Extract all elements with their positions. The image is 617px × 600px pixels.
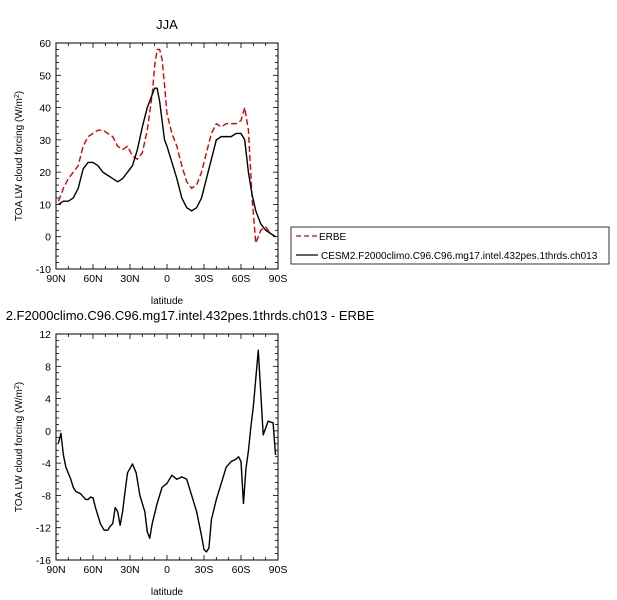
x-tick-label: 90N — [46, 273, 65, 285]
chart-panel-bottom: 2.F2000climo.C96.C96.mg17.intel.432pes.1… — [6, 308, 375, 598]
chart-title-bottom: 2.F2000climo.C96.C96.mg17.intel.432pes.1… — [6, 308, 375, 323]
x-tick-label: 0 — [164, 564, 170, 576]
chart-panel-top: JJA 90N 60N 30N 0 30S 60S 90S-100102030405060 … — [14, 17, 610, 307]
x-axis-title-top: latitude — [151, 296, 184, 307]
series-layer-bottom — [57, 349, 277, 553]
y-tick-label: 50 — [39, 70, 51, 82]
y-axis-title-top-sup: 2 — [14, 94, 21, 98]
plot-frame-bottom — [55, 333, 279, 561]
legend-label-erbe: ERBE — [319, 232, 347, 243]
y-axis-title-top-tail: ) — [14, 91, 25, 94]
y-tick-label: -4 — [42, 458, 51, 470]
x-tick-label: 60S — [232, 273, 251, 285]
x-axis-title-bottom: latitude — [151, 587, 184, 598]
x-tick-label: 60N — [83, 273, 102, 285]
axes-top: 90N 60N 30N 0 30S 60S 90S -10 0 10 20 30 40 50 60 — [36, 38, 288, 285]
y-tick-label: -12 — [36, 523, 51, 535]
x-tick-label: 90N — [46, 564, 65, 576]
y-axis-title-top-main: TOA LW cloud forcing (W/m — [14, 98, 25, 221]
y-tick-label: 8 — [45, 361, 51, 373]
y-axis-title-bottom-tail: ) — [14, 382, 25, 385]
y-tick-label: 40 — [39, 103, 51, 115]
legend-box — [290, 226, 610, 265]
legend-label-cesm2: CESM2.F2000climo.C96.C96.mg17.intel.432p… — [321, 251, 598, 262]
y-tick-label: 30 — [39, 135, 51, 147]
x-tick-label: 90S — [269, 273, 288, 285]
y-tick-label: 4 — [45, 394, 51, 406]
y-tick-label: -10 — [36, 264, 51, 276]
y-tick-label: 60 — [39, 38, 51, 50]
x-tick-label: 30N — [120, 564, 139, 576]
x-tick-label: 30N — [120, 273, 139, 285]
y-tick-label: 20 — [39, 167, 51, 179]
series-layer-top — [57, 48, 276, 244]
y-axis-title-bottom-sup: 2 — [14, 385, 21, 389]
series-line-top-1 — [58, 87, 276, 238]
x-tick-label: 60N — [83, 564, 102, 576]
y-axis-title-bottom-main: TOA LW cloud forcing (W/m — [14, 389, 25, 512]
axes-bottom: 90N 60N 30N 0 30S 60S 90S -16 -12 -8 -4 0 4 8 12 — [36, 329, 288, 576]
x-tick-label: 60S — [232, 564, 251, 576]
y-tick-label: -16 — [36, 555, 51, 567]
y-tick-label: -8 — [42, 490, 51, 502]
y-axis-title-top: TOA LW cloud forcing (W/m2) — [14, 91, 25, 221]
y-tick-label: 12 — [39, 329, 51, 341]
y-axis-title-bottom: TOA LW cloud forcing (W/m2) — [14, 382, 25, 512]
y-tick-label: 10 — [39, 199, 51, 211]
series-line-bottom-0 — [57, 349, 277, 553]
x-tick-label: 30S — [195, 564, 214, 576]
plot-frame-top — [55, 42, 279, 270]
y-tick-label: 0 — [45, 426, 51, 438]
chart-title-top: JJA — [156, 17, 178, 32]
x-tick-label: 30S — [195, 273, 214, 285]
x-tick-label: 90S — [269, 564, 288, 576]
series-line-top-0 — [57, 48, 276, 244]
x-tick-label: 0 — [164, 273, 170, 285]
y-tick-label: 0 — [45, 232, 51, 244]
legend: ERBE CESM2.F2000climo.C96.C96.mg17.intel… — [290, 226, 610, 265]
